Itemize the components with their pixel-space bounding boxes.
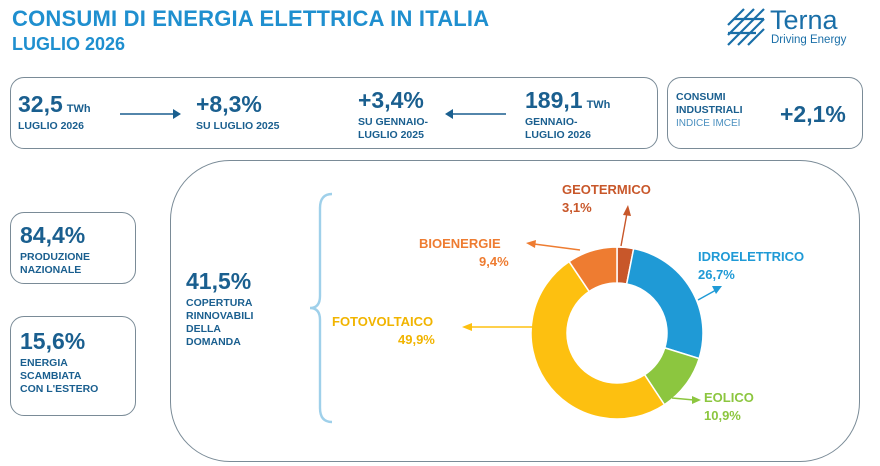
label-geotermico-name: GEOTERMICO: [562, 182, 651, 197]
renewables-label-2: RINNOVABILI: [186, 310, 254, 322]
donut-slice-idroelettrico: [625, 247, 704, 360]
leader-arrow-bioenergie: [526, 240, 536, 248]
arrow-left-icon: [445, 109, 506, 119]
kpi-monthly-change-value: +8,3%: [196, 91, 262, 117]
bracket-shape: [309, 192, 333, 424]
kpi-ytd-change-label-1: SU GENNAIO-: [358, 116, 429, 128]
label-idroelettrico-value: 26,7%: [698, 267, 735, 282]
renewables-label-4: DOMANDA: [186, 336, 241, 348]
kpi-ytd-unit: TWh: [586, 99, 611, 111]
exchange-label-1: ENERGIA: [20, 357, 68, 369]
leader-arrow-eolico: [692, 396, 701, 404]
renewables-content: 41,5% COPERTURA RINNOVABILI DELLA DOMAND…: [186, 268, 253, 349]
production-value: 84,4%: [20, 222, 86, 248]
kpi-monthly-label: LUGLIO 2026: [18, 120, 84, 132]
kpi-ytd-value: 189,1: [525, 87, 583, 113]
label-eolico: EOLICO 10,9%: [704, 389, 754, 425]
renewables-panel: [170, 160, 860, 462]
industrial-label-1: CONSUMI: [676, 91, 726, 103]
kpi-monthly-change: +8,3% SU LUGLIO 2025: [196, 91, 279, 133]
leader-line-eolico: [671, 397, 695, 401]
donut-slice-fotovoltaico: [530, 260, 666, 420]
label-eolico-value: 10,9%: [704, 408, 741, 423]
label-bioenergie-value: 9,4%: [479, 254, 509, 269]
renewables-label-3: DELLA: [186, 323, 221, 335]
label-bioenergie-name: BIOENERGIE: [419, 236, 501, 251]
label-bioenergie: BIOENERGIE 9,4%: [419, 235, 509, 271]
label-fotovoltaico-value: 49,9%: [398, 332, 435, 347]
label-fotovoltaico-name: FOTOVOLTAICO: [332, 314, 434, 329]
page-title: CONSUMI DI ENERGIA ELETTRICA IN ITALIA: [12, 6, 490, 31]
label-geotermico-value: 3,1%: [562, 200, 592, 215]
logo-name: Terna: [770, 5, 838, 35]
leader-arrow-idroelettrico: [712, 286, 722, 294]
production-box: [10, 212, 136, 284]
renewables-label-1: COPERTURA: [186, 297, 253, 309]
kpi-ytd-change: +3,4% SU GENNAIO- LUGLIO 2025: [358, 87, 428, 142]
label-eolico-name: EOLICO: [704, 390, 754, 405]
kpi-ytd-change-label-2: LUGLIO 2025: [358, 129, 424, 141]
kpi-ytd-label-2: LUGLIO 2026: [525, 129, 591, 141]
label-idroelettrico: IDROELETTRICO 26,7%: [698, 248, 804, 284]
production-label-1: PRODUZIONE: [20, 251, 91, 263]
logo-tagline: Driving Energy: [771, 34, 847, 46]
leader-line-idroelettrico: [697, 289, 717, 301]
exchange-box: [10, 316, 136, 416]
arrow-right-icon: [120, 109, 181, 119]
donut-slice-bioenergie: [568, 246, 618, 293]
leader-line-bioenergie: [533, 243, 581, 251]
industrial-label-2: INDUSTRIALI: [676, 104, 743, 116]
kpi-monthly-change-label: SU LUGLIO 2025: [196, 120, 280, 132]
production-content: 84,4% PRODUZIONE NAZIONALE: [20, 222, 90, 277]
leader-line-geotermico: [620, 212, 628, 247]
kpi-monthly-value: 32,5: [18, 91, 63, 117]
industrial-labels: CONSUMI INDUSTRIALI INDICE IMCEI: [676, 91, 743, 129]
exchange-value: 15,6%: [20, 328, 86, 354]
industrial-index-label: INDICE IMCEI: [676, 118, 741, 129]
label-fotovoltaico: FOTOVOLTAICO 49,9%: [332, 313, 435, 349]
industrial-value: +2,1%: [780, 101, 846, 127]
page-subtitle: LUGLIO 2026: [12, 34, 126, 54]
label-geotermico: GEOTERMICO 3,1%: [562, 181, 651, 217]
leader-arrow-geotermico: [623, 205, 631, 216]
exchange-label-2: SCAMBIATA: [20, 370, 82, 382]
production-label-2: NAZIONALE: [20, 264, 82, 276]
kpi-monthly: 32,5 TWh LUGLIO 2026: [18, 91, 91, 133]
kpi-ytd-change-value: +3,4%: [358, 87, 424, 113]
label-idroelettrico-name: IDROELETTRICO: [698, 249, 805, 264]
industrial-box: [667, 77, 863, 149]
exchange-content: 15,6% ENERGIA SCAMBIATA CON L'ESTERO: [20, 328, 98, 396]
kpi-ytd-label-1: GENNAIO-: [525, 116, 578, 128]
kpi-ytd: 189,1 TWh GENNAIO- LUGLIO 2026: [525, 87, 610, 142]
leader-arrow-fotovoltaico: [462, 323, 472, 331]
exchange-label-3: CON L'ESTERO: [20, 383, 99, 395]
renewables-value: 41,5%: [186, 268, 252, 294]
kpi-monthly-unit: TWh: [66, 103, 91, 115]
kpi-bar: [10, 77, 658, 149]
terna-logo-icon: [727, 8, 765, 46]
